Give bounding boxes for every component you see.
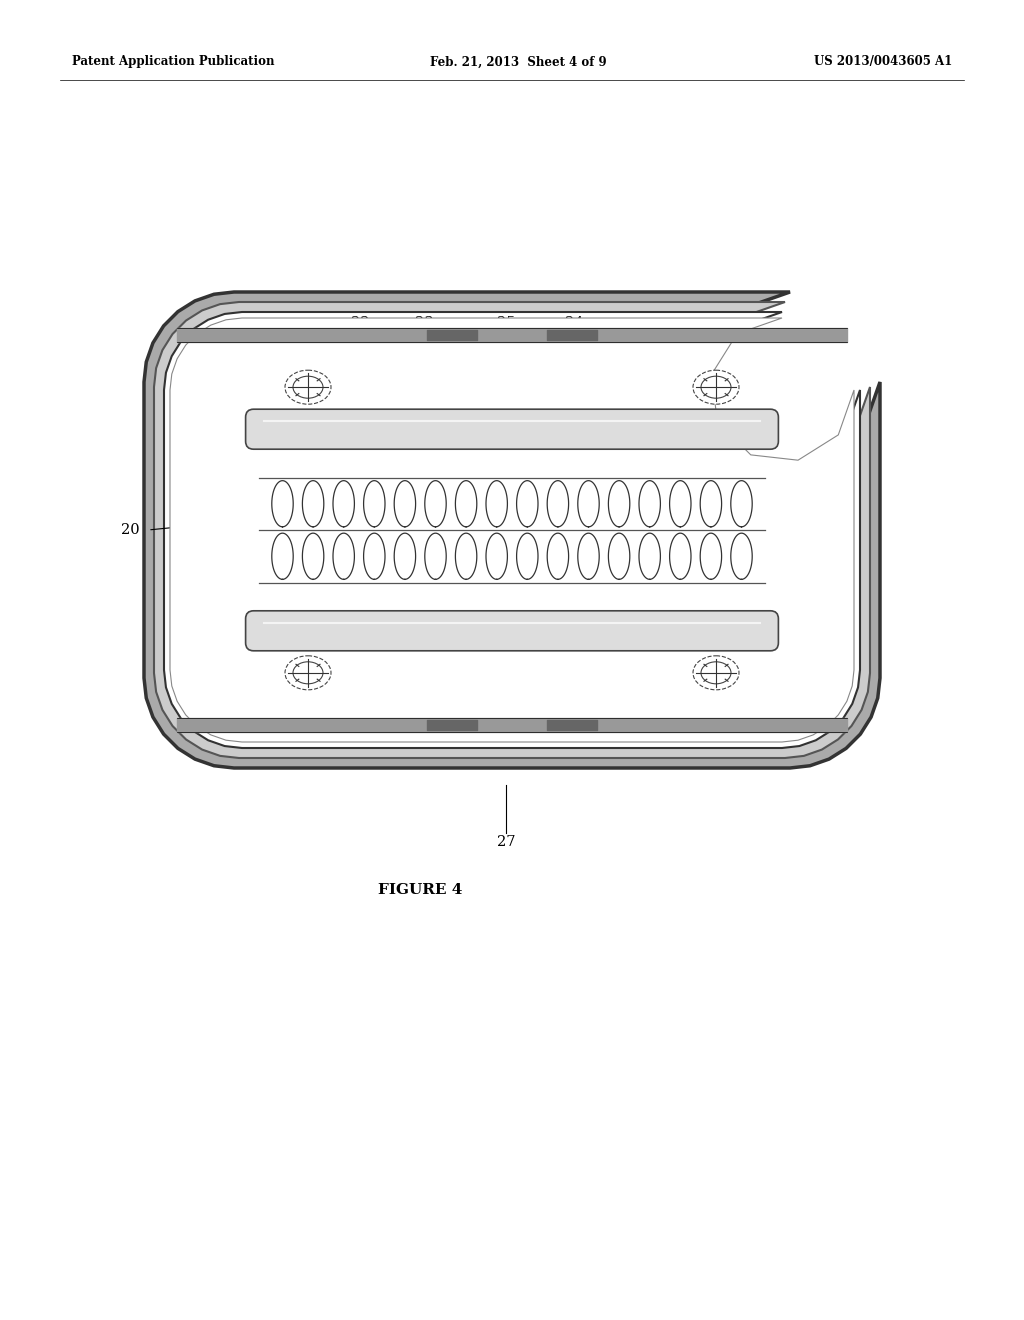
PathPatch shape <box>154 302 870 758</box>
Ellipse shape <box>285 370 331 404</box>
PathPatch shape <box>164 312 860 748</box>
FancyBboxPatch shape <box>246 409 778 449</box>
Ellipse shape <box>285 656 331 690</box>
PathPatch shape <box>144 292 880 768</box>
Ellipse shape <box>293 661 323 684</box>
Text: 27: 27 <box>497 836 515 849</box>
Text: Feb. 21, 2013  Sheet 4 of 9: Feb. 21, 2013 Sheet 4 of 9 <box>430 55 606 69</box>
Ellipse shape <box>293 376 323 399</box>
Text: 22: 22 <box>351 315 370 330</box>
FancyBboxPatch shape <box>246 611 778 651</box>
Ellipse shape <box>693 370 739 404</box>
Text: FIGURE 4: FIGURE 4 <box>378 883 462 898</box>
Ellipse shape <box>701 376 731 399</box>
PathPatch shape <box>170 318 854 742</box>
Text: US 2013/0043605 A1: US 2013/0043605 A1 <box>814 55 952 69</box>
Ellipse shape <box>701 661 731 684</box>
Text: Patent Application Publication: Patent Application Publication <box>72 55 274 69</box>
Text: 20: 20 <box>122 523 140 537</box>
Text: 25: 25 <box>497 315 515 330</box>
Ellipse shape <box>693 656 739 690</box>
Text: 23: 23 <box>415 315 433 330</box>
Text: 24: 24 <box>565 315 584 330</box>
